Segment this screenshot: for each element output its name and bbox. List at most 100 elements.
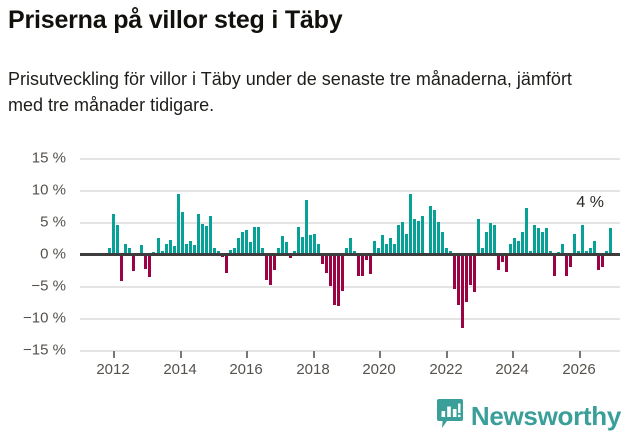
- chart-footer: Newsworthy: [0, 395, 631, 439]
- chart-bar: [273, 254, 276, 270]
- chart-bar: [437, 222, 440, 254]
- chart-bar: [553, 254, 556, 277]
- chart-bar: [385, 244, 388, 254]
- chart-bar: [181, 212, 184, 254]
- chart-bar: [217, 250, 220, 254]
- x-axis-tick-label: 2022: [429, 361, 463, 378]
- page-title: Priserna på villor steg i Täby: [8, 6, 343, 34]
- chart-bar: [517, 241, 520, 254]
- gridline: [80, 350, 620, 352]
- y-axis-tick-label: −15 %: [23, 341, 66, 359]
- x-axis-tick-mark: [246, 351, 248, 358]
- chart-bar: [108, 247, 111, 254]
- x-axis-tick-mark: [379, 351, 381, 358]
- chart-bar: [609, 228, 612, 254]
- chart-bar: [116, 224, 119, 254]
- chart-bar: [569, 254, 572, 267]
- chart-bar: [565, 254, 568, 277]
- chart-bar: [241, 231, 244, 254]
- chart-bar: [589, 247, 592, 254]
- chart-bar: [177, 194, 180, 254]
- chart-bar: [185, 244, 188, 254]
- x-axis-tick-mark: [579, 351, 581, 358]
- x-axis-tick-mark: [446, 351, 448, 358]
- chart-plot-area: [0, 145, 631, 351]
- chart-bar: [497, 254, 500, 270]
- chart-bar: [401, 222, 404, 254]
- chart-bar: [313, 233, 316, 254]
- x-axis-tick-label: 2018: [296, 361, 330, 378]
- chart-bar: [317, 244, 320, 254]
- chart-bar: [112, 213, 115, 254]
- gridline: [80, 222, 620, 224]
- gridline: [80, 158, 620, 160]
- chart-bar: [545, 228, 548, 254]
- chart-bar: [473, 254, 476, 293]
- chart-bar: [489, 223, 492, 254]
- chart-bar: [161, 251, 164, 254]
- chart-bar: [293, 250, 296, 254]
- chart-bar: [325, 254, 328, 274]
- chart-bar: [120, 254, 123, 281]
- x-axis-tick-label: 2026: [562, 361, 596, 378]
- gridline: [80, 318, 620, 320]
- newsworthy-logo[interactable]: Newsworthy: [436, 399, 621, 434]
- chart-bar: [561, 244, 564, 254]
- chart-bar: [525, 207, 528, 254]
- chart-bar: [449, 250, 452, 254]
- chart-bar: [281, 236, 284, 254]
- x-axis-tick-mark: [313, 351, 315, 358]
- chart-bar: [445, 247, 448, 254]
- chart-bar: [453, 254, 456, 290]
- chart-bar: [441, 231, 444, 254]
- chart-bar: [189, 241, 192, 254]
- chart-bar: [397, 225, 400, 254]
- chart-bar: [361, 254, 364, 277]
- chart-bar: [285, 242, 288, 254]
- chart-bar: [481, 247, 484, 254]
- chart-bar: [201, 223, 204, 254]
- chart-bar: [249, 242, 252, 254]
- chart-bar: [477, 218, 480, 254]
- chart-bar: [417, 220, 420, 254]
- chart-bar: [465, 254, 468, 302]
- newsworthy-logo-text: Newsworthy: [470, 401, 621, 431]
- chart-bar: [169, 239, 172, 254]
- chart-bar: [349, 238, 352, 254]
- x-axis-tick-label: 2020: [362, 361, 396, 378]
- chart-bar: [257, 227, 260, 254]
- chart-bar: [269, 254, 272, 285]
- chart-bar: [413, 218, 416, 254]
- x-axis-tick-label: 2024: [495, 361, 529, 378]
- bar-chart: 15 % 10 % 5 % 0 % −5 % −10 % −15 % 2012 2014 201…: [0, 145, 631, 385]
- chart-bar: [493, 225, 496, 254]
- chart-bar: [301, 237, 304, 254]
- y-axis-tick-label: −10 %: [23, 309, 66, 327]
- gridline: [80, 286, 620, 288]
- chart-bar: [501, 254, 504, 262]
- y-axis-tick-label: −5 %: [31, 277, 66, 295]
- chart-bar: [461, 254, 464, 328]
- chart-bar: [253, 227, 256, 254]
- chart-bar: [381, 234, 384, 254]
- chart-bar: [405, 233, 408, 254]
- chart-bar: [581, 225, 584, 254]
- chart-bar: [132, 254, 135, 271]
- chart-bar: [593, 241, 596, 254]
- chart-bar: [144, 254, 147, 269]
- chart-bar: [309, 234, 312, 254]
- chart-bar: [513, 238, 516, 254]
- chart-bar: [549, 250, 552, 254]
- x-axis-tick-mark: [113, 351, 115, 358]
- chart-bar: [197, 214, 200, 254]
- chart-bar: [345, 247, 348, 254]
- chart-bar: [329, 254, 332, 286]
- chart-bar: [245, 229, 248, 254]
- x-axis-tick-mark: [512, 351, 514, 358]
- chart-bar: [577, 250, 580, 254]
- chart-bar: [601, 254, 604, 267]
- chart-bar: [433, 210, 436, 254]
- chart-bar: [509, 244, 512, 254]
- gridline: [80, 190, 620, 192]
- chart-bar: [333, 254, 336, 306]
